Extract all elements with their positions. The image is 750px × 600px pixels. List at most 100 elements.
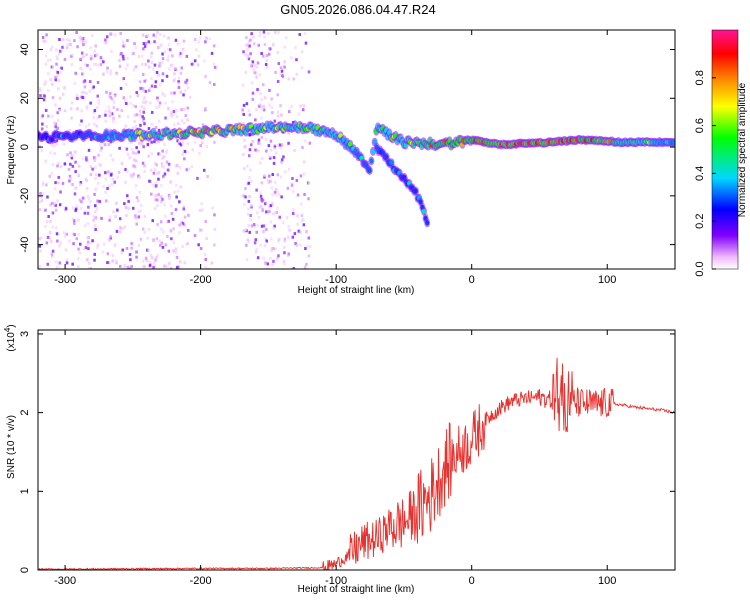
noise-speck <box>170 114 173 118</box>
noise-speck <box>248 230 251 234</box>
noise-speck <box>153 40 156 44</box>
noise-speck <box>174 247 178 251</box>
noise-speck <box>68 39 71 43</box>
noise-speck <box>280 160 283 164</box>
noise-speck <box>89 57 93 61</box>
noise-speck <box>44 208 47 212</box>
noise-speck <box>213 44 216 48</box>
noise-speck <box>178 223 181 227</box>
noise-speck <box>154 162 157 166</box>
x-tick-label: -200 <box>190 274 212 286</box>
noise-speck <box>143 122 146 126</box>
noise-speck <box>249 52 252 56</box>
noise-speck <box>121 227 125 230</box>
noise-speck <box>51 115 54 118</box>
noise-speck <box>271 193 274 197</box>
noise-speck <box>44 80 47 84</box>
noise-speck <box>152 266 155 269</box>
noise-speck <box>134 184 138 188</box>
noise-speck <box>163 143 166 146</box>
noise-speck <box>161 72 165 76</box>
noise-speck <box>130 242 133 245</box>
noise-speck <box>146 248 149 252</box>
noise-speck <box>177 80 180 84</box>
noise-speck <box>177 86 181 89</box>
noise-speck <box>197 54 201 58</box>
noise-speck <box>166 235 169 238</box>
noise-speck <box>81 72 84 76</box>
noise-speck <box>191 62 194 66</box>
noise-speck <box>242 153 245 157</box>
noise-speck <box>112 100 116 104</box>
noise-speck <box>260 116 263 120</box>
noise-speck <box>201 208 204 212</box>
spectrogram-ridge <box>38 120 675 228</box>
noise-speck <box>299 174 303 178</box>
noise-speck <box>175 255 179 259</box>
noise-speck <box>57 79 61 83</box>
noise-speck <box>163 203 166 207</box>
colorbar-tick-label: 0.4 <box>694 166 706 181</box>
noise-speck <box>110 32 113 36</box>
noise-speck <box>122 77 125 81</box>
noise-speck <box>111 259 114 263</box>
noise-speck <box>144 256 148 260</box>
noise-speck <box>204 107 207 111</box>
noise-speck <box>80 36 84 40</box>
noise-speck <box>152 33 155 37</box>
noise-speck <box>172 79 176 83</box>
noise-speck <box>248 54 251 58</box>
noise-speck <box>268 205 271 209</box>
ridge-band <box>671 140 675 146</box>
noise-speck <box>194 140 197 144</box>
noise-speck <box>144 89 147 93</box>
noise-speck <box>280 113 283 117</box>
noise-speck <box>174 208 178 212</box>
noise-speck <box>169 180 172 184</box>
noise-speck <box>262 230 265 233</box>
noise-speck <box>242 83 245 87</box>
noise-speck <box>148 86 151 90</box>
noise-speck <box>299 230 302 234</box>
noise-speck <box>116 175 119 179</box>
noise-speck <box>175 108 178 112</box>
noise-speck <box>68 179 71 183</box>
noise-speck <box>249 218 253 222</box>
noise-speck <box>130 174 133 178</box>
noise-speck <box>265 54 269 58</box>
snr-y-ticks: 0 1 2 3 <box>19 331 675 573</box>
noise-speck <box>95 124 98 128</box>
noise-speck <box>271 201 274 205</box>
noise-speck <box>107 184 111 188</box>
noise-speck <box>168 194 171 198</box>
noise-speck <box>107 170 110 174</box>
noise-speck <box>60 66 63 70</box>
noise-speck <box>53 202 56 206</box>
x-tick-label: -300 <box>54 274 76 286</box>
noise-speck <box>121 248 124 252</box>
noise-speck <box>270 249 273 253</box>
noise-speck <box>204 220 207 223</box>
noise-speck <box>138 80 142 84</box>
noise-speck <box>80 119 83 123</box>
noise-speck <box>121 54 125 58</box>
noise-speck <box>49 219 52 223</box>
noise-speck <box>135 255 138 259</box>
noise-speck <box>54 181 57 185</box>
noise-speck <box>109 112 112 115</box>
noise-speck <box>126 194 129 198</box>
noise-speck <box>280 69 284 73</box>
noise-speck <box>247 207 250 211</box>
noise-speck <box>287 141 290 145</box>
noise-speck <box>162 230 165 234</box>
noise-speck <box>101 250 105 254</box>
noise-speck <box>175 195 178 199</box>
noise-speck <box>246 238 250 242</box>
noise-speck <box>267 52 271 56</box>
noise-speck <box>183 89 187 93</box>
noise-speck <box>167 43 171 47</box>
noise-speck <box>307 181 311 185</box>
noise-speck <box>278 215 281 219</box>
noise-speck <box>197 243 200 247</box>
noise-speck <box>291 212 295 215</box>
